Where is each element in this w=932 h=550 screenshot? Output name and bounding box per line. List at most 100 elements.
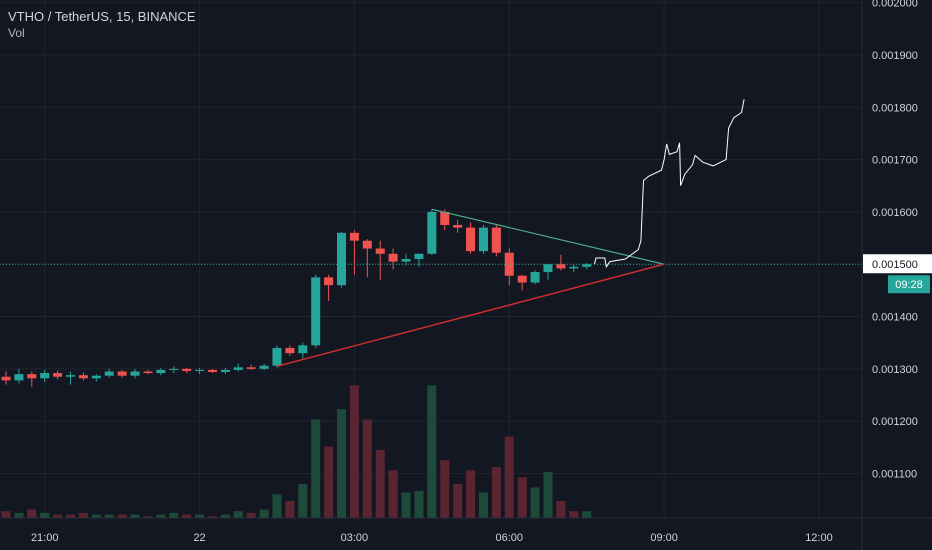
- volume-label: Vol: [8, 26, 25, 40]
- volume-bar: [91, 514, 101, 518]
- volume-bar: [272, 494, 282, 518]
- candle-body: [207, 369, 217, 373]
- volume-bar: [298, 484, 308, 518]
- y-tick-label: 0.001100: [872, 469, 917, 481]
- candle-body: [14, 374, 24, 381]
- volume-bar: [504, 436, 514, 518]
- candle-body: [272, 347, 282, 366]
- candle-body: [40, 373, 50, 379]
- candle-body: [388, 253, 398, 262]
- candle-body: [130, 371, 140, 376]
- volume-bar: [388, 470, 398, 518]
- candle-body: [143, 371, 153, 374]
- volume-bar: [53, 514, 63, 518]
- volume-bar: [414, 490, 424, 518]
- y-tick-label: 0.001800: [872, 102, 918, 114]
- candle-body: [582, 264, 592, 267]
- y-tick-label: 0.001200: [872, 416, 918, 428]
- x-tick-label: 09:00: [650, 532, 678, 544]
- candle-body: [66, 375, 76, 377]
- candle-body: [569, 266, 579, 269]
- y-tick-label: 0.001600: [872, 207, 918, 219]
- volume-bar: [143, 516, 153, 518]
- volume-bar: [1, 511, 11, 518]
- candle-body: [27, 374, 37, 379]
- volume-bar: [78, 512, 88, 518]
- volume-bar: [259, 509, 269, 518]
- volume-bar: [233, 511, 243, 518]
- candle-body: [78, 375, 88, 379]
- candle-body: [91, 375, 101, 379]
- candle-body: [233, 367, 243, 370]
- candle-body: [401, 259, 411, 262]
- volume-bar: [466, 470, 476, 518]
- volume-bar: [207, 516, 217, 518]
- volume-bar: [311, 419, 321, 518]
- y-tick-label: 0.001400: [872, 312, 918, 324]
- candle-body: [336, 232, 347, 286]
- candle-body: [440, 211, 450, 225]
- chart-legend: VTHO / TetherUS, 15, BINANCE Vol: [8, 8, 196, 42]
- candle-body: [453, 224, 463, 228]
- volume-bar: [401, 492, 411, 518]
- volume-bar: [582, 511, 592, 518]
- volume-bar: [285, 501, 295, 518]
- volume-bar: [40, 512, 50, 518]
- chart-drawings: [0, 99, 862, 367]
- candle-body: [504, 252, 514, 276]
- volume-bar: [362, 419, 372, 518]
- lower-trendline: [276, 263, 665, 367]
- y-tick-label: 0.001700: [872, 155, 918, 167]
- candle-body: [285, 347, 295, 354]
- x-tick-label: 22: [193, 532, 205, 544]
- x-tick-label: 03:00: [341, 532, 369, 544]
- volume-bar: [130, 514, 140, 518]
- candle-body: [362, 240, 372, 249]
- volume-bar: [349, 385, 359, 518]
- candle-body: [517, 275, 527, 283]
- candle-body: [195, 369, 205, 371]
- candle-body: [1, 376, 11, 381]
- candle-body: [220, 369, 230, 373]
- volume-bars: [1, 385, 592, 518]
- volume-bar: [336, 409, 347, 518]
- candle-body: [53, 373, 63, 377]
- volume-bar: [27, 509, 37, 518]
- volume-bar: [14, 512, 24, 518]
- volume-bar: [440, 460, 450, 518]
- y-tick-label: 0.001900: [872, 50, 918, 62]
- candle-body: [349, 232, 359, 241]
- x-tick-label: 21:00: [31, 532, 59, 544]
- volume-bar: [543, 472, 553, 518]
- volume-bar: [517, 477, 527, 518]
- volume-bar: [195, 514, 205, 518]
- volume-bar: [478, 492, 488, 518]
- candle-body: [117, 371, 127, 376]
- volume-bar: [156, 514, 166, 518]
- volume-bar: [427, 385, 437, 518]
- candle-body: [169, 368, 179, 370]
- y-tick-label: 0.002000: [872, 0, 918, 10]
- last-price-value: 0.001500: [872, 259, 918, 271]
- upper-trendline: [431, 208, 665, 265]
- volume-bar: [453, 484, 463, 518]
- candle-body: [324, 277, 334, 286]
- symbol-title: VTHO / TetherUS, 15, BINANCE: [8, 9, 196, 24]
- candle-body: [543, 264, 553, 273]
- volume-bar: [66, 514, 76, 518]
- volume-bar: [530, 487, 540, 518]
- countdown-badge: [888, 275, 930, 294]
- candle-body: [427, 211, 437, 254]
- candle-body: [259, 365, 269, 369]
- volume-bar: [375, 450, 385, 518]
- candle-body: [556, 264, 566, 269]
- volume-bar: [569, 511, 579, 518]
- candlesticks: [1, 209, 592, 388]
- candle-body: [478, 227, 488, 252]
- volume-bar: [182, 514, 192, 518]
- candle-body: [530, 272, 540, 283]
- x-tick-label: 06:00: [495, 532, 523, 544]
- volume-bar: [117, 514, 127, 518]
